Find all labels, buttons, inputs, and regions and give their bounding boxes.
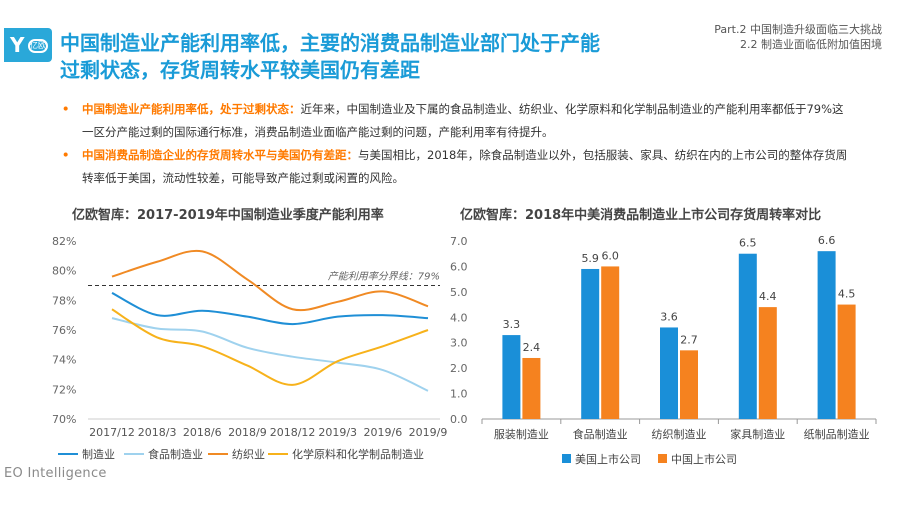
x-tick-label: 2018/3 — [138, 426, 177, 439]
legend-label: 化学原料和化学制品制造业 — [292, 447, 424, 461]
reference-label: 产能利用率分界线：79% — [328, 271, 440, 283]
bullet-highlight: 中国消费品制造企业的存货周转水平与美国仍有差距： — [82, 148, 358, 162]
bar-value-label: 3.6 — [660, 310, 678, 323]
logo-glyph: Y — [10, 33, 25, 57]
footer-brand: EO Intelligence — [4, 466, 107, 481]
y-tick-label: 80% — [52, 265, 76, 278]
y-tick-label: 70% — [52, 413, 76, 426]
y-tick-label: 1.0 — [450, 388, 468, 401]
x-tick-label: 2019/6 — [364, 426, 403, 439]
bar-chart-title: 亿欧智库：2018年中美消费品制造业上市公司存货周转率对比 — [460, 208, 822, 223]
section-subpart: 2.2 制造业面临低附加值困境 — [740, 38, 882, 51]
bullet-text: 近年来，中国制造业及下属的食品制造业、纺织业、化学原料和化学制品制造业的产能利用… — [82, 102, 844, 139]
x-tick-label: 2018/12 — [270, 426, 316, 439]
brand-logo: Y 亿欧 — [4, 28, 52, 62]
category-label: 家具制造业 — [730, 427, 785, 441]
y-tick-label: 74% — [52, 354, 76, 367]
bullet-text: 与美国相比，2018年，除食品制造业以外，包括服装、家具、纺织在内的上市公司的整… — [82, 148, 848, 185]
bar-value-label: 6.6 — [818, 234, 836, 247]
bar-us — [660, 327, 678, 419]
section-label: Part.2 中国制造升级面临三大挑战 2.2 制造业面临低附加值困境 — [714, 22, 882, 52]
bullet-highlight: 中国制造业产能利用率低，处于过剩状态： — [82, 102, 301, 116]
y-tick-label: 78% — [52, 294, 76, 307]
category-label: 食品制造业 — [573, 427, 628, 441]
y-tick-label: 3.0 — [450, 337, 468, 350]
y-tick-label: 7.0 — [450, 235, 468, 248]
y-tick-label: 6.0 — [450, 260, 468, 273]
series-line-2 — [111, 317, 429, 392]
bar-cn — [680, 350, 698, 419]
bar-us — [581, 268, 600, 419]
bullet-capacity: • 中国制造业产能利用率低，处于过剩状态：近年来，中国制造业及下属的食品制造业、… — [62, 98, 852, 144]
legend-swatch — [658, 454, 667, 463]
bullet-dot: • — [62, 102, 70, 116]
bar-value-label: 2.4 — [523, 341, 541, 354]
bar-value-label: 2.7 — [680, 333, 698, 346]
y-tick-label: 5.0 — [450, 286, 468, 299]
series-line-1 — [111, 292, 429, 326]
bullet-inventory: • 中国消费品制造企业的存货周转水平与美国仍有差距：与美国相比，2018年，除食… — [62, 144, 852, 190]
x-tick-label: 2019/3 — [318, 426, 357, 439]
bar-us — [502, 335, 521, 419]
category-label: 纺织制造业 — [652, 427, 707, 441]
logo-text: 亿欧 — [28, 39, 48, 53]
legend-swatch — [562, 454, 571, 463]
legend-label: 中国上市公司 — [671, 452, 737, 466]
category-label: 服装制造业 — [494, 427, 549, 441]
bar-cn — [601, 266, 620, 419]
y-tick-label: 0.0 — [450, 413, 468, 426]
legend-label: 制造业 — [82, 447, 115, 461]
bar-cn — [837, 304, 856, 419]
page-title-line2: 过剩状态，存货周转水平较美国仍有差距 — [60, 58, 420, 82]
x-tick-label: 2019/9 — [409, 426, 448, 439]
y-tick-label: 72% — [52, 383, 76, 396]
summary-bullets: • 中国制造业产能利用率低，处于过剩状态：近年来，中国制造业及下属的食品制造业、… — [62, 98, 852, 190]
y-tick-label: 2.0 — [450, 362, 468, 375]
category-label: 纸制品制造业 — [804, 427, 870, 441]
bar-cn — [522, 357, 541, 419]
legend-label: 美国上市公司 — [575, 452, 641, 466]
legend-label: 纺织业 — [232, 447, 265, 461]
series-line-4 — [111, 308, 429, 386]
capacity-utilization-line-chart: 70% 72% 74% 76% 78% 80% 82% 2017/12 2018/3 2018/6… — [52, 235, 448, 461]
series-line-3 — [111, 249, 429, 312]
bar-us — [738, 253, 757, 419]
page-title: 中国制造业产能利用率低，主要的消费品制造业部门处于产能 过剩状态，存货周转水平较… — [60, 30, 700, 84]
bar-value-label: 4.4 — [759, 290, 777, 303]
bar-cn — [758, 307, 777, 419]
bar-value-label: 5.9 — [581, 252, 599, 265]
y-tick-label: 4.0 — [450, 311, 468, 324]
y-tick-label: 82% — [52, 235, 76, 248]
bullet-dot: • — [62, 148, 70, 162]
y-tick-label: 76% — [52, 324, 76, 337]
bar-value-label: 6.0 — [601, 249, 619, 262]
bar-value-label: 3.3 — [503, 318, 521, 331]
legend-label: 食品制造业 — [148, 447, 203, 461]
page-title-line1: 中国制造业产能利用率低，主要的消费品制造业部门处于产能 — [60, 31, 600, 55]
bar-value-label: 4.5 — [838, 288, 856, 301]
section-part: Part.2 中国制造升级面临三大挑战 — [714, 23, 882, 36]
line-chart-title: 亿欧智库：2017-2019年中国制造业季度产能利用率 — [72, 208, 384, 223]
bar-value-label: 6.5 — [739, 237, 757, 250]
x-tick-label: 2018/6 — [183, 426, 222, 439]
x-tick-label: 2018/9 — [228, 426, 267, 439]
x-tick-label: 2017/12 — [89, 426, 135, 439]
bar-us — [817, 251, 836, 419]
